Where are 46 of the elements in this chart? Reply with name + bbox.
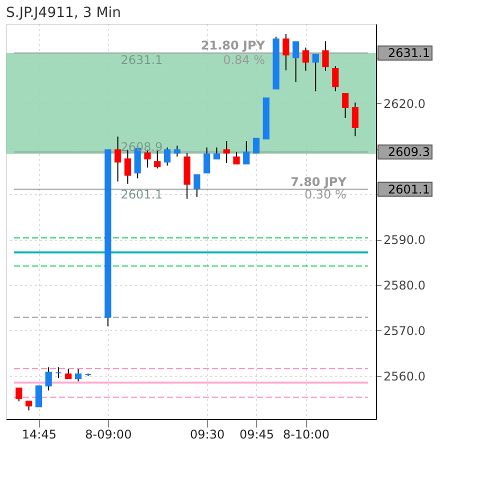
y-tick-label: 2570.0 bbox=[384, 324, 426, 338]
chart-title: S.JP.J4911, 3 Min bbox=[6, 5, 122, 21]
y-tick-label: 2590.0 bbox=[384, 233, 426, 248]
annotation: 0.30 % bbox=[304, 188, 346, 202]
annotation: 0.84 % bbox=[223, 52, 265, 67]
x-tick-label: 8-10:00 bbox=[282, 428, 330, 442]
candlestick bbox=[223, 140, 230, 164]
annotation: 2608.9 bbox=[120, 140, 163, 154]
annotation: 7.80 JPY bbox=[290, 175, 347, 189]
ref-line-label: 2631.1 bbox=[388, 46, 430, 60]
candlestick bbox=[322, 40, 329, 72]
candlestick bbox=[342, 92, 349, 118]
candlestick bbox=[174, 145, 180, 158]
candlestick bbox=[194, 174, 200, 198]
candlestick bbox=[74, 368, 82, 382]
candlestick bbox=[292, 41, 300, 83]
annotation: 2631.1 bbox=[120, 52, 163, 67]
x-tick-label: 8-09:00 bbox=[85, 428, 132, 442]
candlestick bbox=[332, 66, 339, 92]
candlestick bbox=[352, 102, 358, 137]
candlestick bbox=[243, 140, 250, 164]
x-tick-label: 09:30 bbox=[190, 428, 225, 442]
candlestick bbox=[26, 400, 32, 411]
candlestick bbox=[233, 152, 240, 164]
candlestick bbox=[302, 47, 310, 72]
x-tick-label: 09:45 bbox=[239, 428, 274, 442]
candlestick bbox=[16, 388, 22, 402]
y-tick-label: 2560.0 bbox=[384, 369, 426, 384]
x-tick-label: 14:45 bbox=[22, 428, 56, 442]
candlestick bbox=[35, 385, 42, 408]
annotation: 2601.1 bbox=[120, 188, 163, 202]
y-tick-label: 2620.0 bbox=[384, 96, 426, 111]
annotation: 21.80 JPY bbox=[200, 38, 266, 52]
candlestick bbox=[282, 33, 290, 71]
candlestick bbox=[213, 146, 220, 160]
y-tick-label: 2580.0 bbox=[384, 278, 426, 293]
ref-line-label: 2601.1 bbox=[388, 182, 430, 196]
candlestick bbox=[114, 136, 122, 182]
ref-line-label: 2609.3 bbox=[388, 145, 430, 160]
candlestick bbox=[45, 366, 52, 391]
candlestick bbox=[204, 146, 210, 174]
candlestick bbox=[164, 146, 171, 166]
candlestick bbox=[252, 138, 260, 154]
candlestick bbox=[65, 368, 72, 380]
candlestick bbox=[312, 54, 319, 92]
candlestick bbox=[55, 366, 62, 379]
